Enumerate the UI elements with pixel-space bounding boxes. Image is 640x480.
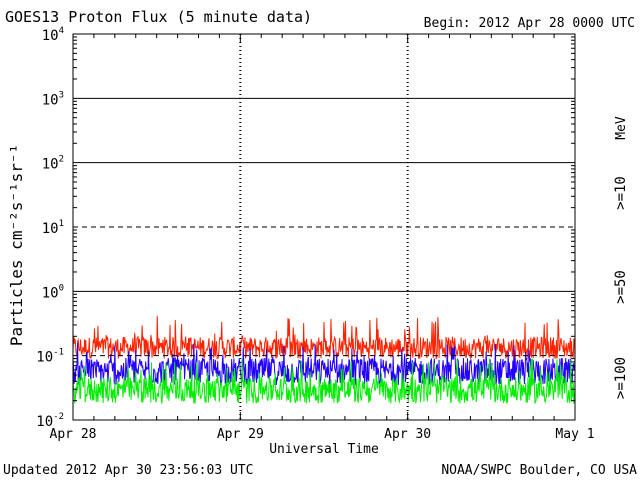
x-tick-label: May 1 bbox=[555, 427, 594, 442]
y-tick-label: 103 bbox=[42, 90, 64, 108]
legend-ge100: >=100 bbox=[613, 357, 629, 399]
y-tick-exponent: -1 bbox=[53, 348, 64, 358]
plot-frame bbox=[72, 33, 576, 421]
begin-time: Begin: 2012 Apr 28 0000 UTC bbox=[424, 16, 635, 31]
y-tick-exponent: -2 bbox=[53, 412, 64, 422]
legend-units: MeV bbox=[614, 116, 629, 140]
y-tick-base: 10 bbox=[42, 285, 59, 301]
x-tick-label: Apr 29 bbox=[217, 427, 264, 442]
chart-title: GOES13 Proton Flux (5 minute data) bbox=[5, 8, 312, 26]
y-tick-exponent: 1 bbox=[59, 219, 64, 229]
credit-line: NOAA/SWPC Boulder, CO USA bbox=[441, 463, 637, 478]
y-tick-exponent: 4 bbox=[59, 26, 64, 36]
x-tick-label: Apr 28 bbox=[50, 427, 97, 442]
y-tick-exponent: 2 bbox=[59, 155, 64, 165]
y-tick-base: 10 bbox=[36, 414, 53, 430]
legend-ge10: >=10 bbox=[613, 176, 629, 210]
y-tick-label: 10-2 bbox=[36, 412, 64, 430]
y-axis-label: Particles cm⁻²s⁻¹sr⁻¹ bbox=[7, 144, 26, 346]
y-tick-base: 10 bbox=[36, 350, 53, 366]
y-tick-exponent: 3 bbox=[59, 90, 64, 100]
updated-time: Updated 2012 Apr 30 23:56:03 UTC bbox=[3, 463, 253, 478]
grid-layer bbox=[72, 34, 576, 420]
series-line-0 bbox=[72, 315, 576, 360]
y-tick-label: 104 bbox=[42, 26, 64, 44]
y-tick-label: 100 bbox=[42, 283, 64, 301]
y-tick-label: 101 bbox=[42, 219, 64, 237]
y-tick-base: 10 bbox=[42, 221, 59, 237]
y-tick-label: 102 bbox=[42, 155, 64, 173]
series-layer bbox=[72, 315, 576, 405]
y-tick-base: 10 bbox=[42, 28, 59, 44]
series-line-2 bbox=[72, 358, 576, 405]
y-tick-label: 10-1 bbox=[36, 348, 64, 366]
x-tick-labels: Apr 28 Apr 29 Apr 30 May 1 bbox=[50, 427, 595, 442]
x-tick-label: Apr 30 bbox=[384, 427, 431, 442]
y-tick-base: 10 bbox=[42, 92, 59, 108]
y-tick-exponent: 0 bbox=[59, 283, 64, 293]
y-tick-base: 10 bbox=[42, 157, 59, 173]
legend-ge50: >=50 bbox=[613, 270, 629, 304]
x-axis-label: Universal Time bbox=[269, 442, 379, 457]
